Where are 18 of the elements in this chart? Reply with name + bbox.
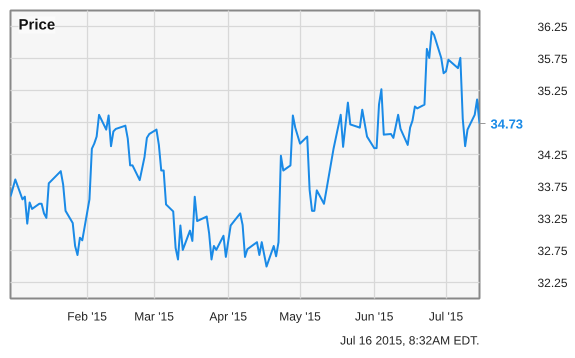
y-tick-label: 36.25 bbox=[538, 20, 568, 34]
y-tick-label: 35.25 bbox=[538, 84, 568, 98]
y-tick-label: 35.75 bbox=[538, 52, 568, 66]
y-tick-label: 34.25 bbox=[538, 148, 568, 162]
y-tick-label: 32.25 bbox=[538, 276, 568, 290]
x-tick-label: Jul '15 bbox=[428, 310, 464, 324]
x-tick-label: Apr '15 bbox=[209, 310, 248, 324]
text: Jul 16 2015, 8:32AM EDT. bbox=[340, 334, 480, 348]
line-series bbox=[10, 30, 480, 268]
y-tick-label: 32.75 bbox=[538, 244, 568, 258]
x-tick-label: Mar '15 bbox=[134, 310, 174, 324]
y-tick-label: 33.25 bbox=[538, 212, 568, 226]
y-tick-label: 33.75 bbox=[538, 180, 568, 194]
chart-title: Price bbox=[18, 16, 56, 34]
text: 34.73 bbox=[490, 116, 524, 132]
x-tick-label: Jun '15 bbox=[355, 310, 394, 324]
x-tick-label: May '15 bbox=[279, 310, 322, 324]
x-tick-label: Feb '15 bbox=[67, 310, 108, 324]
